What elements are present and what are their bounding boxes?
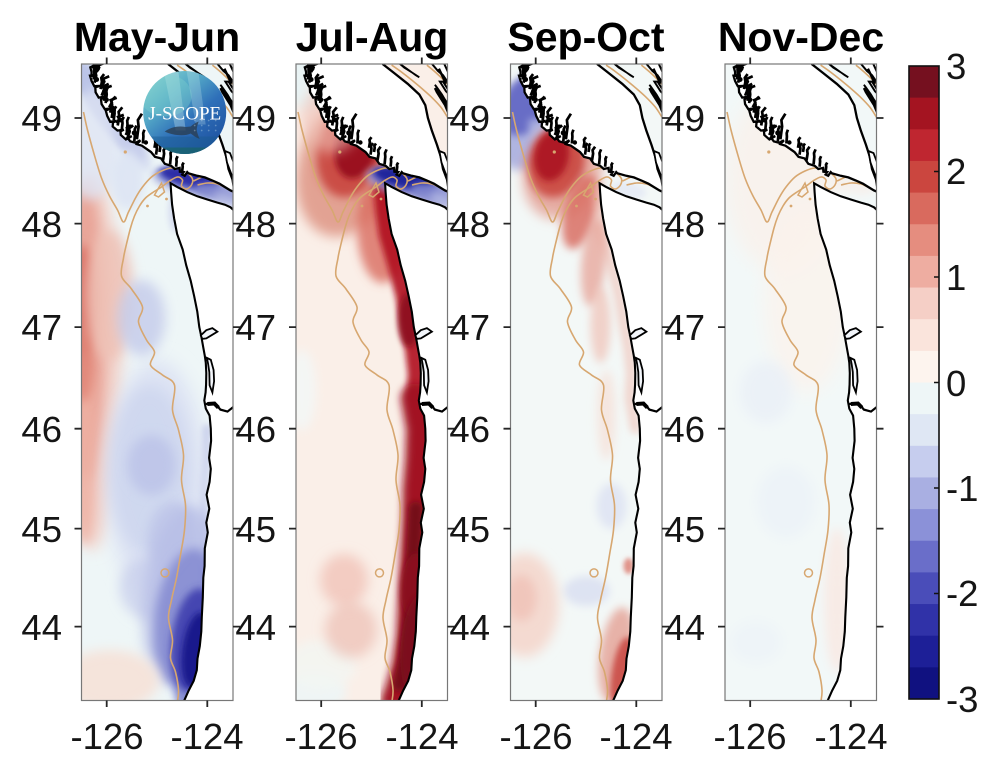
svg-text:45: 45 [664,509,705,550]
svg-text:44: 44 [235,607,276,648]
svg-text:2: 2 [946,151,966,192]
svg-text:49: 49 [449,98,490,139]
svg-text:48: 48 [235,204,276,245]
svg-text:Jul-Aug: Jul-Aug [296,14,449,60]
svg-text:1: 1 [946,257,966,298]
svg-text:46: 46 [235,409,276,450]
svg-text:0: 0 [946,363,966,404]
svg-text:-126: -126 [713,716,786,757]
svg-text:45: 45 [21,509,62,550]
svg-text:46: 46 [21,409,62,450]
svg-text:-126: -126 [499,716,572,757]
svg-text:49: 49 [235,98,276,139]
svg-text:44: 44 [449,607,490,648]
svg-text:47: 47 [664,307,705,348]
svg-text:45: 45 [449,509,490,550]
svg-text:Sep-Oct: Sep-Oct [507,14,665,60]
svg-text:49: 49 [664,98,705,139]
svg-text:46: 46 [449,409,490,450]
svg-text:-126: -126 [70,716,143,757]
svg-text:-124: -124 [814,716,887,757]
svg-text:3: 3 [946,46,966,87]
svg-text:-2: -2 [946,573,978,614]
svg-text:49: 49 [21,98,62,139]
svg-text:44: 44 [21,607,62,648]
svg-text:45: 45 [235,509,276,550]
svg-text:-124: -124 [385,716,458,757]
svg-text:44: 44 [664,607,705,648]
svg-text:47: 47 [21,307,62,348]
svg-text:48: 48 [664,204,705,245]
svg-text:-3: -3 [946,679,978,720]
svg-text:48: 48 [449,204,490,245]
svg-text:46: 46 [664,409,705,450]
svg-text:47: 47 [235,307,276,348]
svg-text:47: 47 [449,307,490,348]
svg-text:-124: -124 [170,716,243,757]
svg-text:-124: -124 [599,716,672,757]
svg-text:J-SCOPE: J-SCOPE [148,104,221,125]
svg-text:-126: -126 [284,716,357,757]
svg-text:Nov-Dec: Nov-Dec [718,14,884,60]
svg-text:48: 48 [21,204,62,245]
svg-text:May-Jun: May-Jun [74,14,240,60]
svg-text:-1: -1 [946,468,978,509]
